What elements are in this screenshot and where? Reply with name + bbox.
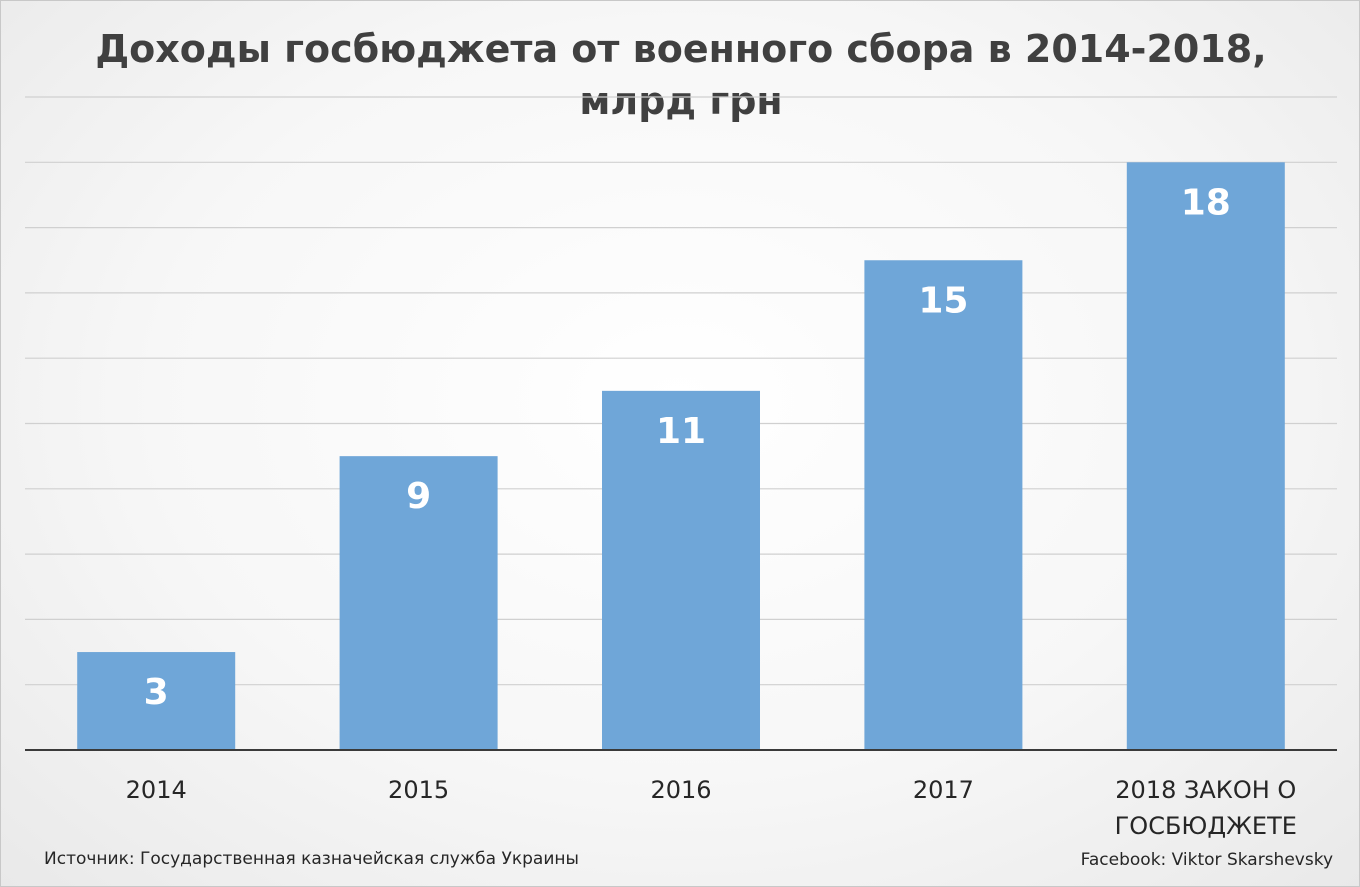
bar [339,456,498,750]
category-label-line: 2017 [913,776,974,804]
chart-title: Доходы госбюджета от военного сбора в 20… [1,23,1360,127]
category-label: 2014 [126,776,187,804]
bar-value-label: 11 [656,411,706,452]
category-label-line: 2015 [388,776,449,804]
bar [864,260,1023,750]
category-label: 2017 [913,776,974,804]
source-note: Источник: Государственная казначейская с… [44,849,579,869]
chart-title-line-2: млрд грн [579,79,783,123]
credit-note: Facebook: Viktor Skarshevsky [1080,850,1333,870]
category-label: 2015 [388,776,449,804]
category-label-line: 2016 [650,776,711,804]
category-labels: 2014 2015 2016 2017 2018 ЗАКОН О ГОСБЮДЖЕТЕ [126,776,1297,840]
bar-value-label: 18 [1181,182,1231,223]
bar [1126,162,1285,751]
bar [602,390,760,750]
bar-value-label: 9 [406,476,431,517]
bar [77,652,236,750]
category-label-line: 2018 ЗАКОН О [1115,776,1296,804]
bars: 3 9 11 15 18 [77,162,1285,751]
category-label: 2018 ЗАКОН О ГОСБЮДЖЕТЕ [1115,776,1297,840]
category-label-line: ГОСБЮДЖЕТЕ [1115,812,1297,840]
bar-value-label: 3 [144,672,169,713]
bar-value-label: 15 [918,280,968,321]
category-label-line: 2014 [126,776,187,804]
category-label: 2016 [650,776,711,804]
chart-title-line-1: Доходы госбюджета от военного сбора в 20… [95,27,1267,71]
